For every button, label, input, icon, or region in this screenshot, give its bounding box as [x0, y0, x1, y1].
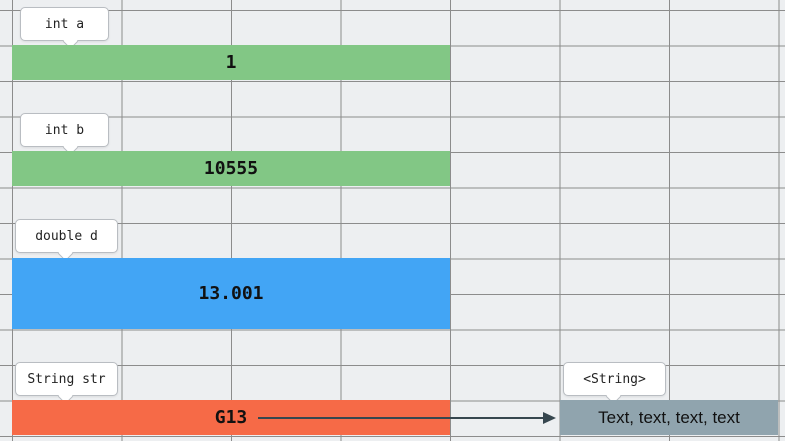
value-int-a: 1 — [12, 45, 450, 80]
string-object-value: Text, text, text, text — [560, 400, 778, 435]
value-int-b: 10555 — [12, 151, 450, 186]
value-string-str: G13 — [12, 400, 450, 435]
label-string-object: <String> — [563, 362, 666, 396]
label-int-a: int a — [20, 7, 109, 41]
label-double-d: double d — [15, 219, 118, 253]
label-string-str: String str — [15, 362, 118, 396]
value-double-d: 13.001 — [12, 258, 450, 329]
label-int-b: int b — [20, 113, 109, 147]
